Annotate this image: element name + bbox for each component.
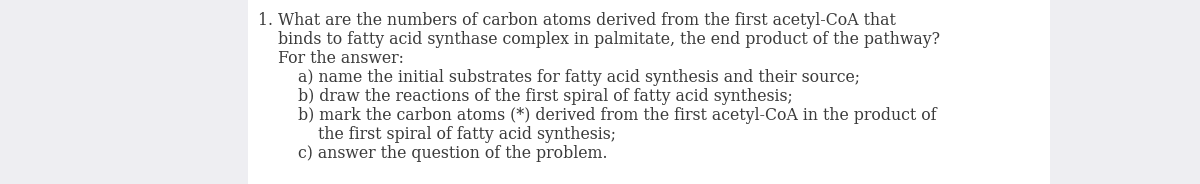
Text: a) name the initial substrates for fatty acid synthesis and their source;: a) name the initial substrates for fatty… [298, 69, 860, 86]
Text: b) draw the reactions of the first spiral of fatty acid synthesis;: b) draw the reactions of the first spira… [298, 88, 793, 105]
Text: binds to fatty acid synthase complex in palmitate, the end product of the pathwa: binds to fatty acid synthase complex in … [278, 31, 940, 48]
Text: For the answer:: For the answer: [278, 50, 404, 67]
Text: 1. What are the numbers of carbon atoms derived from the first acetyl-CoA that: 1. What are the numbers of carbon atoms … [258, 12, 896, 29]
Text: b) mark the carbon atoms (*) derived from the first acetyl-CoA in the product of: b) mark the carbon atoms (*) derived fro… [298, 107, 937, 124]
Bar [248, 0, 1050, 184]
Text: c) answer the question of the problem.: c) answer the question of the problem. [298, 145, 607, 162]
Text: the first spiral of fatty acid synthesis;: the first spiral of fatty acid synthesis… [318, 126, 616, 143]
